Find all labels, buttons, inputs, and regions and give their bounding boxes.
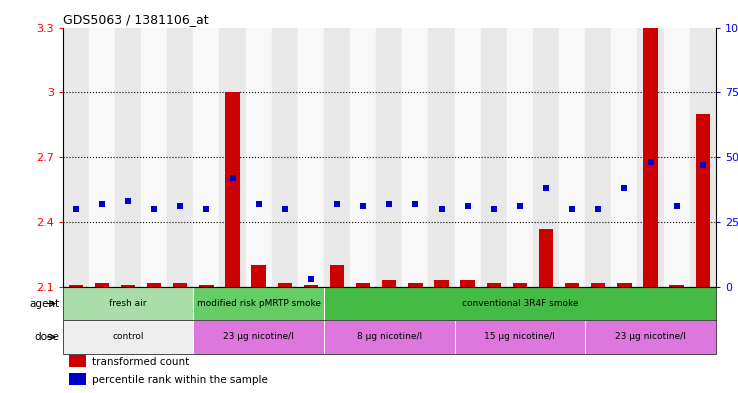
Point xyxy=(201,206,213,212)
Bar xyxy=(539,228,554,287)
Point xyxy=(357,203,369,209)
Text: 15 µg nicotine/l: 15 µg nicotine/l xyxy=(484,332,556,342)
Bar xyxy=(69,355,86,367)
Text: transformed count: transformed count xyxy=(92,356,190,367)
Point xyxy=(645,159,657,165)
Bar xyxy=(617,283,632,287)
Point xyxy=(148,206,160,212)
Bar xyxy=(147,283,162,287)
Bar xyxy=(376,28,402,287)
Point xyxy=(70,206,82,212)
Bar xyxy=(461,281,475,287)
Point xyxy=(279,206,291,212)
Point xyxy=(566,206,578,212)
Bar xyxy=(455,320,585,354)
Bar xyxy=(663,28,690,287)
Bar xyxy=(402,28,429,287)
Bar xyxy=(559,28,585,287)
Bar xyxy=(115,28,141,287)
Bar xyxy=(644,23,658,287)
Point xyxy=(252,201,264,207)
Bar xyxy=(382,281,396,287)
Bar xyxy=(69,373,86,385)
Bar xyxy=(330,265,344,287)
Bar xyxy=(480,28,507,287)
Text: fresh air: fresh air xyxy=(109,299,147,308)
Text: agent: agent xyxy=(29,299,59,309)
Bar xyxy=(486,283,501,287)
Text: 8 µg nicotine/l: 8 µg nicotine/l xyxy=(356,332,422,342)
Bar xyxy=(585,320,716,354)
Point xyxy=(435,206,447,212)
Bar xyxy=(219,28,246,287)
Point xyxy=(462,203,474,209)
Bar xyxy=(356,283,370,287)
Bar xyxy=(350,28,376,287)
Bar xyxy=(272,28,298,287)
Bar xyxy=(324,28,350,287)
Point xyxy=(618,185,630,191)
Bar xyxy=(533,28,559,287)
Text: dose: dose xyxy=(34,332,59,342)
Text: 23 µg nicotine/l: 23 µg nicotine/l xyxy=(615,332,686,342)
Bar xyxy=(669,285,684,287)
Bar xyxy=(435,281,449,287)
Text: 23 µg nicotine/l: 23 µg nicotine/l xyxy=(224,332,294,342)
Bar xyxy=(324,320,455,354)
Text: control: control xyxy=(112,332,144,342)
Bar xyxy=(63,287,193,320)
Point xyxy=(96,201,108,207)
Point xyxy=(697,162,708,168)
Point xyxy=(384,201,396,207)
Bar xyxy=(193,28,219,287)
Bar xyxy=(63,320,193,354)
Bar xyxy=(252,265,266,287)
Bar xyxy=(455,28,480,287)
Point xyxy=(593,206,604,212)
Point xyxy=(174,203,186,209)
Bar xyxy=(173,283,187,287)
Bar xyxy=(277,283,292,287)
Bar xyxy=(513,283,527,287)
Bar xyxy=(638,28,663,287)
Text: conventional 3R4F smoke: conventional 3R4F smoke xyxy=(462,299,578,308)
Point xyxy=(123,198,134,204)
Text: percentile rank within the sample: percentile rank within the sample xyxy=(92,375,268,385)
Point xyxy=(227,175,238,181)
Bar xyxy=(507,28,533,287)
Bar xyxy=(168,28,193,287)
Point xyxy=(331,201,343,207)
Bar xyxy=(246,28,272,287)
Bar xyxy=(565,283,579,287)
Bar xyxy=(304,285,318,287)
Point xyxy=(514,203,525,209)
Text: modified risk pMRTP smoke: modified risk pMRTP smoke xyxy=(196,299,321,308)
Point xyxy=(410,201,421,207)
Point xyxy=(540,185,552,191)
Bar xyxy=(69,285,83,287)
Bar xyxy=(585,28,611,287)
Point xyxy=(671,203,683,209)
Bar xyxy=(298,28,324,287)
Bar xyxy=(225,92,240,287)
Bar xyxy=(121,285,135,287)
Bar xyxy=(611,28,638,287)
Bar xyxy=(193,320,324,354)
Bar xyxy=(193,287,324,320)
Bar xyxy=(141,28,168,287)
Bar xyxy=(199,285,213,287)
Point xyxy=(305,276,317,282)
Bar xyxy=(591,283,605,287)
Bar xyxy=(429,28,455,287)
Bar xyxy=(94,283,109,287)
Bar xyxy=(324,287,716,320)
Bar xyxy=(690,28,716,287)
Point xyxy=(488,206,500,212)
Bar xyxy=(408,283,423,287)
Bar xyxy=(696,114,710,287)
Bar xyxy=(89,28,115,287)
Text: GDS5063 / 1381106_at: GDS5063 / 1381106_at xyxy=(63,13,208,26)
Bar xyxy=(63,28,89,287)
